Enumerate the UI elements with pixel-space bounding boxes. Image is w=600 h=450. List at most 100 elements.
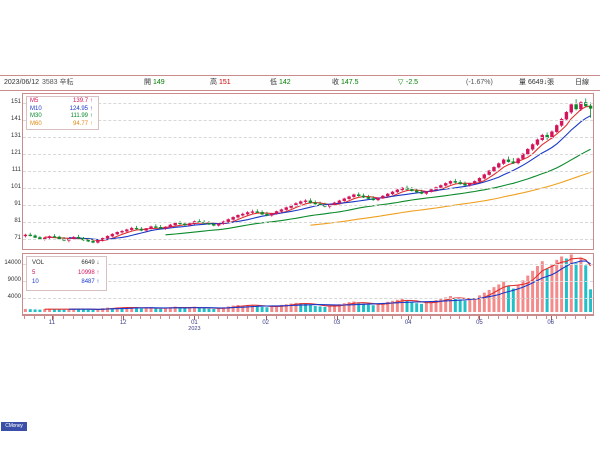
axis-tick [372, 316, 374, 319]
quote-symbol: 3583 辛耘 [42, 79, 74, 86]
ma60-value: 94.77 ↑ [73, 120, 93, 127]
axis-tick [159, 316, 161, 319]
axis-tick [439, 316, 441, 319]
open-value: 149 [153, 79, 165, 86]
axis-tick [285, 316, 287, 319]
axis-tick [150, 316, 151, 319]
axis-tick [468, 316, 470, 319]
axis-tick [256, 316, 258, 319]
vol-value: 6649 ↓ [81, 260, 100, 266]
time-axis-tick-label: 05 [476, 320, 483, 326]
axis-tick [343, 316, 345, 319]
ma-legend-row: M5 139.7 ↑ [30, 98, 95, 106]
axis-tick-major [265, 316, 267, 320]
axis-tick-major [550, 316, 552, 320]
gridline [23, 204, 593, 206]
axis-tick [381, 316, 383, 319]
volume-series [23, 254, 593, 312]
ma-legend-row: M60 94.77 ↑ [30, 121, 95, 129]
axis-tick [82, 316, 84, 319]
axis-tick [43, 316, 45, 319]
cmoney-watermark[interactable]: CMoney [1, 422, 27, 431]
axis-tick [178, 316, 180, 319]
time-axis-tick-label: 02 [262, 320, 270, 326]
axis-tick [420, 316, 422, 319]
volume-label: 量 [519, 79, 526, 86]
ma10-value: 124.95 ↑ [69, 105, 93, 112]
gridline [23, 136, 593, 138]
axis-tick [294, 316, 296, 319]
axis-tick [198, 316, 200, 319]
axis-tick [584, 316, 586, 319]
axis-tick [111, 316, 113, 319]
axis-tick-major [51, 316, 53, 320]
volume-value: 6649↓張 [528, 79, 555, 86]
axis-tick [362, 316, 364, 319]
ma30-name: M30 [30, 113, 42, 119]
change-value: -2.5 [406, 79, 419, 86]
ma-legend-row: M30 111.99 ↑ [30, 113, 95, 121]
time-axis: 11 12 01 2023 02 03 04 05 06 [22, 315, 594, 335]
axis-tick [227, 316, 229, 319]
axis-tick [314, 316, 316, 319]
price-y-tick: 131 [10, 132, 21, 139]
axis-tick [575, 316, 577, 319]
axis-tick [478, 316, 480, 319]
gridline [23, 238, 593, 240]
high-value: 151 [219, 79, 231, 86]
ma10-name: M10 [30, 105, 42, 112]
stock-chart-app: 2023/06/12 3583 辛耘 開 149 高 151 低 142 收 1… [0, 75, 600, 431]
gridline [23, 153, 593, 155]
gridline [23, 221, 593, 223]
axis-tick [391, 316, 393, 319]
axis-tick [430, 316, 432, 319]
close-label: 收 [332, 79, 339, 86]
period-label: 日線 [575, 79, 589, 86]
axis-tick [488, 316, 490, 319]
axis-tick [546, 316, 548, 319]
ma60-name: M60 [30, 120, 42, 127]
axis-tick-major [408, 316, 410, 320]
time-axis-tick-label: 06 [547, 320, 555, 326]
ma5-name: M5 [30, 98, 39, 104]
axis-tick [401, 316, 403, 319]
axis-tick [333, 316, 335, 319]
volume-legend: VOL 6649 ↓ 5 10998 ↑ 10 8487 ↑ [26, 256, 108, 291]
axis-tick [517, 316, 519, 319]
price-chart-panel[interactable]: 151 141 131 121 111 101 91 81 71 M5 139.7 ↑ M10 … [11, 93, 594, 250]
axis-tick [449, 316, 451, 319]
axis-tick-major [194, 316, 196, 320]
ma-legend-row: M10 124.95 ↑ [30, 106, 95, 114]
gridline [23, 264, 593, 266]
quote-date: 2023/06/12 [4, 79, 40, 86]
gridline [23, 170, 593, 172]
time-axis-tick-label: 03 [333, 320, 341, 326]
volume-y-tick: 9000 [7, 277, 21, 284]
axis-tick [121, 316, 123, 319]
price-y-tick: 121 [10, 149, 21, 156]
time-axis-year-label: 2023 [188, 326, 201, 332]
axis-tick [275, 316, 277, 319]
time-axis-tick-label: 01 [191, 320, 198, 326]
axis-tick [169, 316, 171, 319]
vol-ma10-name: 10 [32, 279, 39, 285]
axis-tick [497, 316, 499, 319]
axis-tick [304, 316, 306, 319]
tick-strip [22, 315, 594, 320]
volume-chart-panel[interactable]: 14000 9000 4000 VOL 6649 ↓ 5 10998 ↑ 10 84… [4, 253, 594, 315]
low-label: 低 [270, 79, 277, 86]
axis-tick [507, 316, 509, 319]
axis-tick [217, 316, 219, 319]
axis-tick [323, 316, 325, 319]
vol-ma5-value: 10998 ↑ [78, 269, 100, 276]
gridline [23, 281, 593, 283]
close-value: 147.5 [341, 79, 359, 86]
axis-tick-major [479, 316, 481, 320]
vol-legend-row: 10 8487 ↑ [32, 279, 101, 287]
open-label: 開 [144, 79, 151, 86]
ma-legend: M5 139.7 ↑ M10 124.95 ↑ M30 111.99 ↑ M60… [26, 96, 99, 130]
time-axis-tick-label: 12 [119, 320, 127, 326]
price-y-tick: 91 [14, 200, 21, 207]
axis-tick [236, 316, 238, 319]
